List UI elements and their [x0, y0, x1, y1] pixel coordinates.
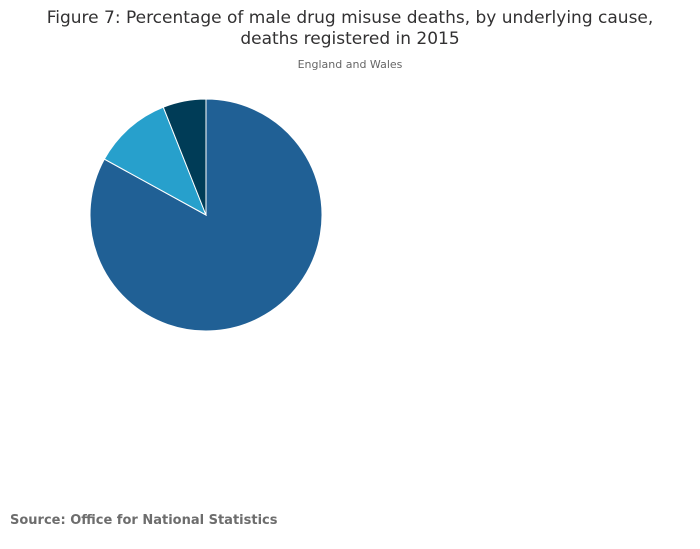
source-note: Source: Office for National Statistics — [10, 513, 278, 528]
pie-slice-3[interactable] — [162, 98, 207, 216]
chart-title: Figure 7: Percentage of male drug misuse… — [46, 8, 654, 49]
chart-subtitle: England and Wales — [297, 58, 403, 71]
pie-slice-2[interactable] — [103, 106, 207, 217]
pie-slices — [89, 98, 323, 332]
